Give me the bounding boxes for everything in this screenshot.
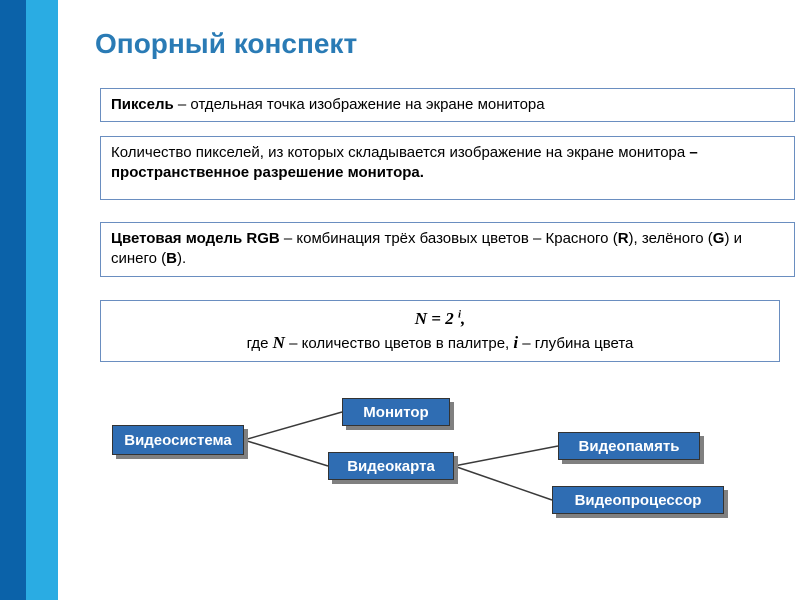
node-videoproc: Видеопроцессор <box>552 486 724 514</box>
node-videocard: Видеокарта <box>328 452 454 480</box>
f2-mid: – количество цветов в палитре, <box>285 335 513 352</box>
left-stripe-light <box>26 0 58 600</box>
f2-varN: N <box>273 333 285 352</box>
node-videomemory: Видеопамять <box>558 432 700 460</box>
definition-rgb: Цветовая модель RGB – комбинация трёх ба… <box>100 222 795 277</box>
definition-pixel: Пиксель – отдельная точка изображение на… <box>100 88 795 122</box>
formula-comma: , <box>461 309 465 328</box>
term-rgb: Цветовая модель RGB <box>111 230 280 247</box>
rgb-g: G <box>713 230 725 247</box>
rgb-b: B <box>166 250 177 267</box>
rgb-r: R <box>618 230 629 247</box>
formula-line2: где N – количество цветов в палитре, i –… <box>105 331 775 355</box>
edge-videocard-videomemory <box>454 446 558 466</box>
node-monitor: Монитор <box>342 398 450 426</box>
formula-n-eq: N = 2 <box>415 309 458 328</box>
edge-videosystem-monitor <box>244 412 342 440</box>
node-videosystem: Видеосистема <box>112 425 244 455</box>
res-pre: Количество пикселей, из которых складыва… <box>111 144 689 161</box>
edge-videosystem-videocard <box>244 440 328 466</box>
rgb-tail: ). <box>177 250 186 267</box>
term-pixel: Пиксель <box>111 96 174 113</box>
formula-box: N = 2 i, где N – количество цветов в пал… <box>100 300 780 362</box>
rgb-mid: – комбинация трёх базовых цветов – Красн… <box>280 230 618 247</box>
page-title: Опорный конспект <box>95 28 357 60</box>
rgb-mid2: ), зелёного ( <box>629 230 713 247</box>
f2-pre: где <box>247 335 273 352</box>
left-stripe-dark <box>0 0 26 600</box>
f2-tail: – глубина цвета <box>518 335 633 352</box>
definition-resolution: Количество пикселей, из которых складыва… <box>100 136 795 200</box>
formula-line1: N = 2 i, <box>105 307 775 331</box>
edge-videocard-videoproc <box>454 466 552 500</box>
def-pixel-text: – отдельная точка изображение на экране … <box>174 96 545 113</box>
